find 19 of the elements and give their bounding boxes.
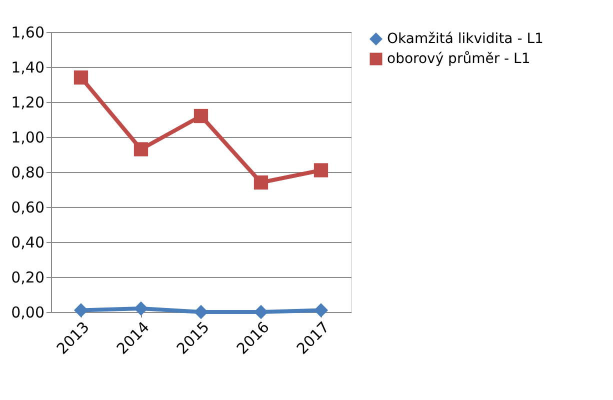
point: [74, 303, 88, 318]
y-tick-label: 1,00: [11, 128, 44, 146]
point: [134, 142, 148, 156]
point: [254, 175, 268, 190]
point: [134, 301, 148, 316]
y-tick-label: 0,00: [11, 304, 44, 322]
legend-label: Okamžitá likvidita - L1: [387, 31, 544, 47]
point: [194, 108, 208, 124]
y-tick-label: 0,40: [11, 234, 44, 252]
y-tick-label: 0,20: [11, 268, 44, 286]
point: [74, 70, 88, 85]
point: [314, 163, 328, 178]
legend-label: oborový průměr - L1: [387, 51, 530, 67]
y-tick-label: 0,60: [11, 198, 44, 216]
y-tick-label: 0,80: [11, 164, 44, 182]
point: [314, 303, 328, 318]
y-tick-label: 1,40: [11, 58, 44, 76]
y-tick-label: 1,20: [11, 94, 44, 112]
y-tick-label: 1,60: [11, 24, 44, 42]
